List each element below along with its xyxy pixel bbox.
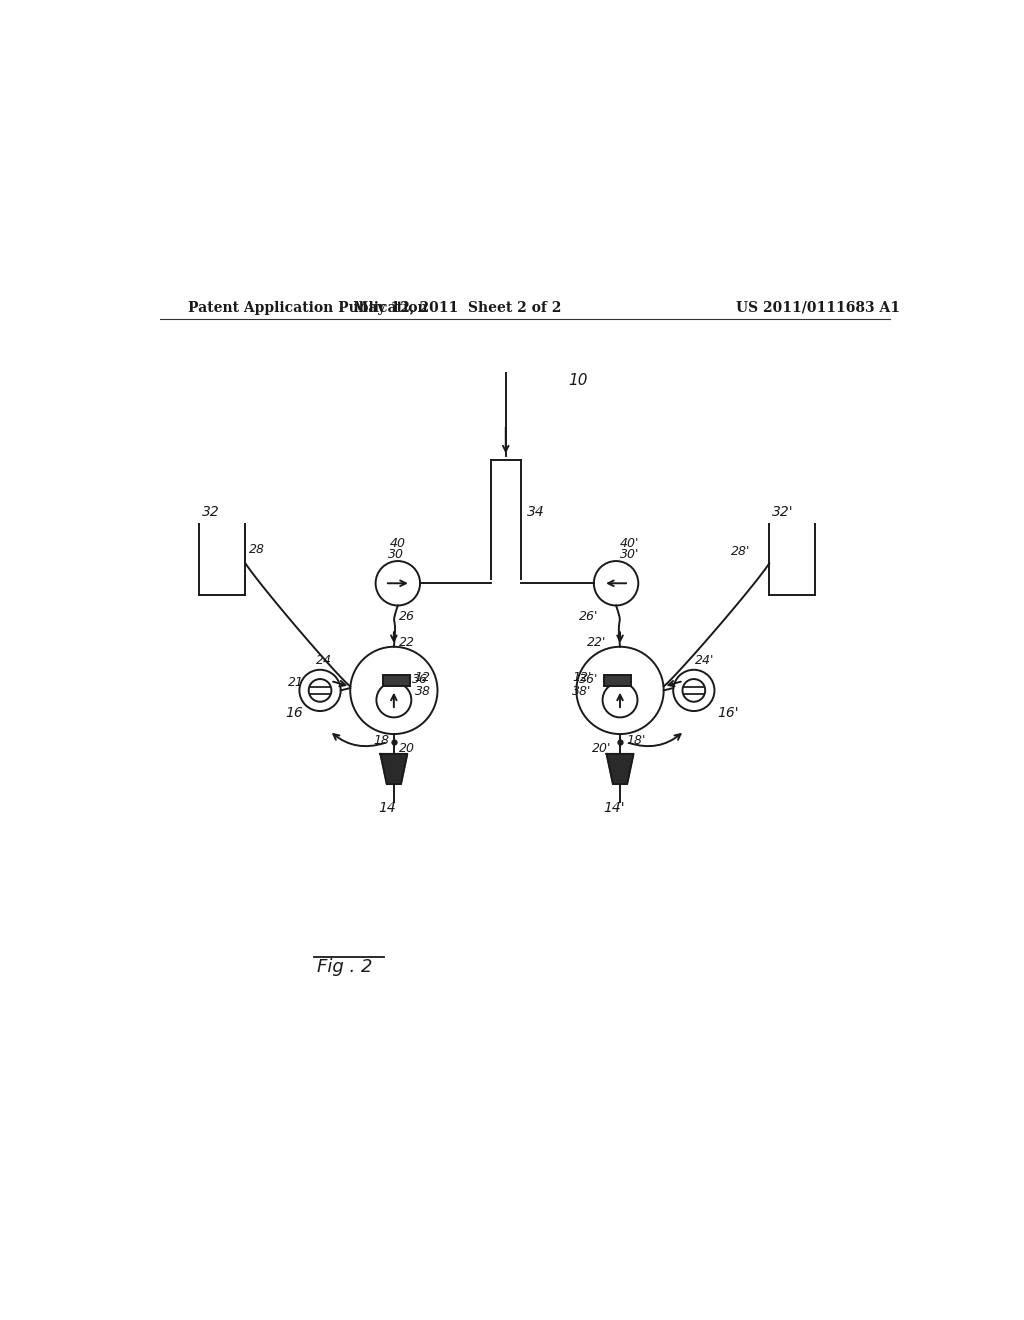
Text: 38: 38 xyxy=(415,685,430,698)
Text: 26': 26' xyxy=(579,610,598,623)
Polygon shape xyxy=(380,754,408,784)
Text: 18: 18 xyxy=(373,734,389,747)
Text: 20': 20' xyxy=(592,742,611,755)
Text: 38': 38' xyxy=(572,685,592,698)
Text: 10: 10 xyxy=(568,374,588,388)
Bar xyxy=(383,676,410,686)
Text: 24': 24' xyxy=(695,653,715,667)
Text: 24: 24 xyxy=(316,653,332,667)
Text: 40': 40' xyxy=(620,537,639,550)
Text: 32': 32' xyxy=(772,504,794,519)
Text: 12: 12 xyxy=(415,671,430,684)
Text: 36': 36' xyxy=(579,673,598,686)
Text: 40: 40 xyxy=(390,537,406,550)
Text: 12': 12' xyxy=(572,671,592,684)
Text: Fig . 2: Fig . 2 xyxy=(316,957,373,975)
Polygon shape xyxy=(606,754,634,784)
Text: 26: 26 xyxy=(398,610,415,623)
Text: 30: 30 xyxy=(388,548,404,561)
Text: 36: 36 xyxy=(412,673,428,686)
Text: 22': 22' xyxy=(587,636,606,649)
Text: Patent Application Publication: Patent Application Publication xyxy=(187,301,427,315)
Text: 18': 18' xyxy=(627,734,646,747)
Text: 28': 28' xyxy=(731,545,751,558)
Text: 16': 16' xyxy=(718,706,739,719)
Text: 34: 34 xyxy=(527,504,545,519)
Text: US 2011/0111683 A1: US 2011/0111683 A1 xyxy=(736,301,900,315)
Text: 14: 14 xyxy=(379,801,396,814)
Text: 30': 30' xyxy=(620,548,639,561)
Text: 22: 22 xyxy=(398,636,415,649)
Text: 14': 14' xyxy=(603,801,625,814)
Text: 28: 28 xyxy=(250,543,265,556)
Text: 16: 16 xyxy=(285,706,303,719)
Text: 32: 32 xyxy=(202,504,219,519)
Text: 21: 21 xyxy=(289,676,304,689)
Text: May 12, 2011  Sheet 2 of 2: May 12, 2011 Sheet 2 of 2 xyxy=(353,301,561,315)
Bar xyxy=(604,676,631,686)
Text: 20: 20 xyxy=(398,742,415,755)
